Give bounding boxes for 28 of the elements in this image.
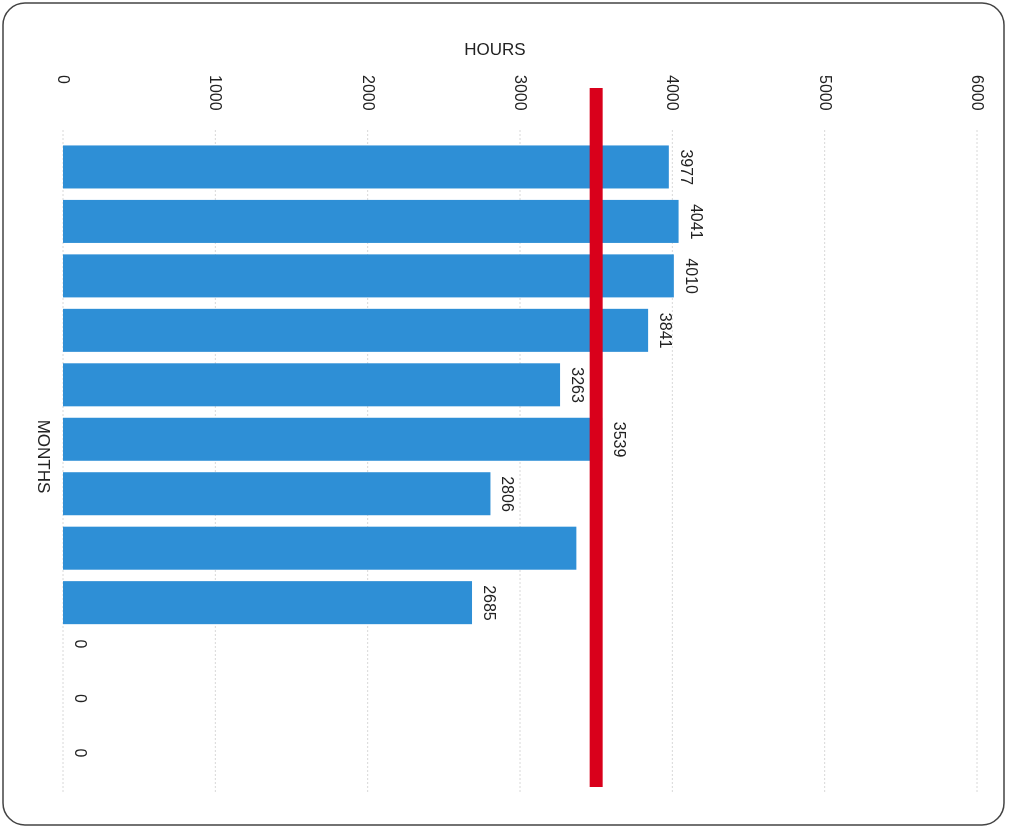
- data-label: 3841: [657, 312, 675, 349]
- data-label: 3263: [569, 367, 587, 403]
- bar: [63, 145, 669, 189]
- bar: [63, 581, 473, 625]
- data-label: 4041: [687, 203, 705, 240]
- data-label: 2685: [481, 585, 499, 621]
- bar: [63, 526, 577, 570]
- bar: [63, 308, 649, 352]
- data-label: 0: [72, 694, 89, 704]
- bar: [63, 254, 674, 298]
- data-label: 2806: [499, 476, 517, 512]
- bar: [63, 363, 561, 407]
- data-label: 4010: [682, 258, 700, 295]
- x-tick-label: 5000: [816, 75, 834, 111]
- bar: [63, 199, 679, 243]
- x-tick-label: 6000: [968, 75, 986, 111]
- data-label: 3977: [677, 149, 695, 186]
- x-tick-label: 2000: [359, 75, 377, 111]
- x-tick-label: 3000: [511, 75, 529, 111]
- x-axis-title: HOURS: [464, 40, 526, 59]
- x-tick-label: 4000: [664, 75, 682, 111]
- x-tick-label: 1000: [207, 75, 225, 111]
- x-tick-label: 0: [54, 75, 72, 84]
- data-label: 0: [72, 639, 89, 649]
- data-label: 3539: [611, 421, 629, 458]
- bar: [63, 472, 491, 516]
- y-axis-title: MONTHS: [34, 419, 53, 494]
- data-label: 0: [72, 748, 89, 758]
